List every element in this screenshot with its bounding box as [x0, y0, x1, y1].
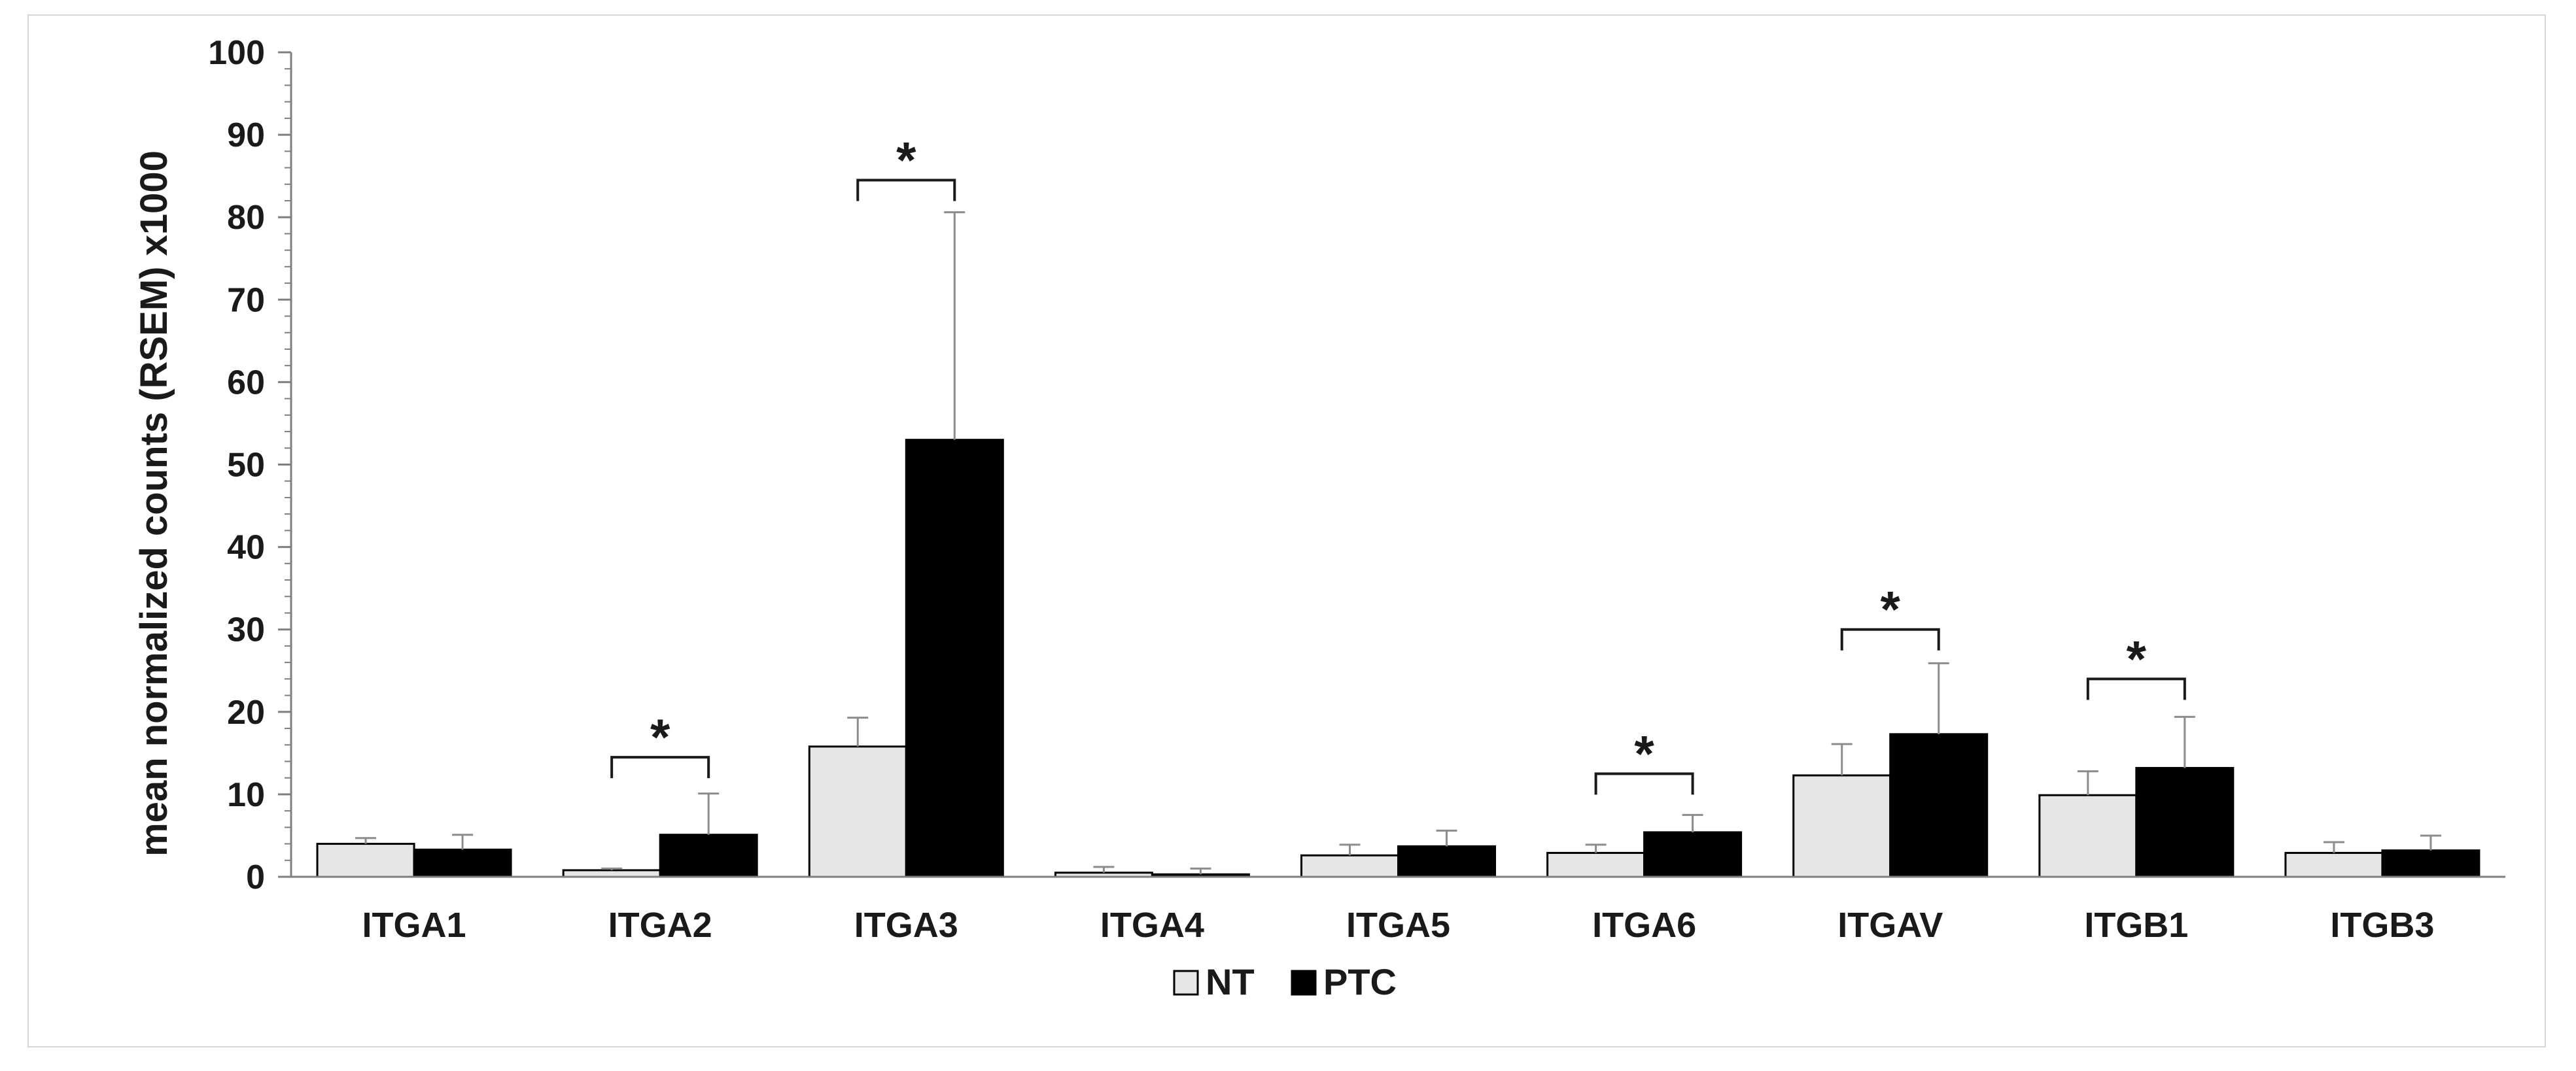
significance-bracket: [1840, 628, 1940, 651]
significance-bracket: [2086, 677, 2186, 700]
bar-nt-itga2: [562, 869, 661, 878]
significance-bracket: [856, 178, 956, 201]
bar-nt-itgav: [1792, 774, 1892, 878]
x-category-label: ITGA2: [608, 906, 712, 945]
legend: NT PTC: [1173, 961, 1397, 1002]
bars-group: [316, 439, 2480, 878]
bar-ptc-itgb1: [2135, 767, 2235, 878]
y-tick-label: 50: [227, 447, 265, 484]
legend-swatch-nt: [1173, 970, 1199, 996]
x-category-label: ITGA1: [362, 906, 466, 945]
bar-nt-itgb1: [2038, 794, 2138, 878]
y-tick-label: 40: [227, 529, 265, 567]
y-axis: 0 10 20 30 40 50 60 70 80 90 100: [208, 34, 292, 896]
bar-ptc-itga5: [1397, 845, 1496, 878]
bar-nt-itga3: [808, 745, 907, 878]
y-tick-label: 70: [227, 281, 265, 319]
legend-label-nt: NT: [1206, 961, 1255, 1002]
significance-bracket: [610, 756, 710, 779]
significance-group: * * * * *: [610, 131, 2186, 795]
y-tick-label: 90: [227, 116, 265, 154]
bar-nt-itga6: [1546, 851, 1646, 878]
y-tick-label: 60: [227, 364, 265, 401]
y-tick-label: 10: [227, 776, 265, 814]
y-tick-label: 100: [208, 34, 265, 72]
x-category-label: ITGAV: [1837, 906, 1943, 945]
bar-nt-itga5: [1300, 854, 1399, 878]
x-category-label: ITGB1: [2084, 906, 2188, 945]
x-axis: ITGA1 ITGA2 ITGA3 ITGA4 ITGA5 ITGA6 ITGAV ITGB1…: [291, 876, 2505, 945]
significance-marker: *: [896, 131, 916, 188]
x-category-label: ITGA6: [1592, 906, 1696, 945]
legend-swatch-ptc: [1291, 970, 1317, 996]
legend-label-ptc: PTC: [1323, 961, 1397, 1002]
x-category-label: ITGA5: [1346, 906, 1450, 945]
y-tick-label: 80: [227, 199, 265, 237]
bar-ptc-itga2: [659, 834, 758, 878]
bar-nt-itga1: [316, 843, 415, 878]
error-bars-group: [355, 211, 2441, 875]
bar-nt-itgb3: [2284, 851, 2384, 878]
significance-marker: *: [2127, 630, 2147, 687]
significance-marker: *: [1881, 581, 1901, 638]
bar-ptc-itga1: [413, 848, 512, 878]
bar-ptc-itgb3: [2381, 849, 2480, 878]
x-category-label: ITGB3: [2330, 906, 2434, 945]
bar-ptc-itgav: [1889, 733, 1989, 878]
bar-ptc-itga6: [1643, 831, 1743, 878]
y-axis-title: mean normalized counts (RSEM) x1000: [133, 150, 175, 857]
significance-marker: *: [1634, 724, 1654, 782]
x-category-label: ITGA3: [854, 906, 958, 945]
y-tick-label: 30: [227, 611, 265, 649]
bar-ptc-itga3: [905, 439, 1004, 878]
x-category-label: ITGA4: [1100, 906, 1204, 945]
significance-bracket: [1594, 772, 1694, 795]
y-tick-label: 0: [246, 858, 265, 896]
y-tick-label: 20: [227, 694, 265, 732]
significance-marker: *: [650, 708, 670, 766]
